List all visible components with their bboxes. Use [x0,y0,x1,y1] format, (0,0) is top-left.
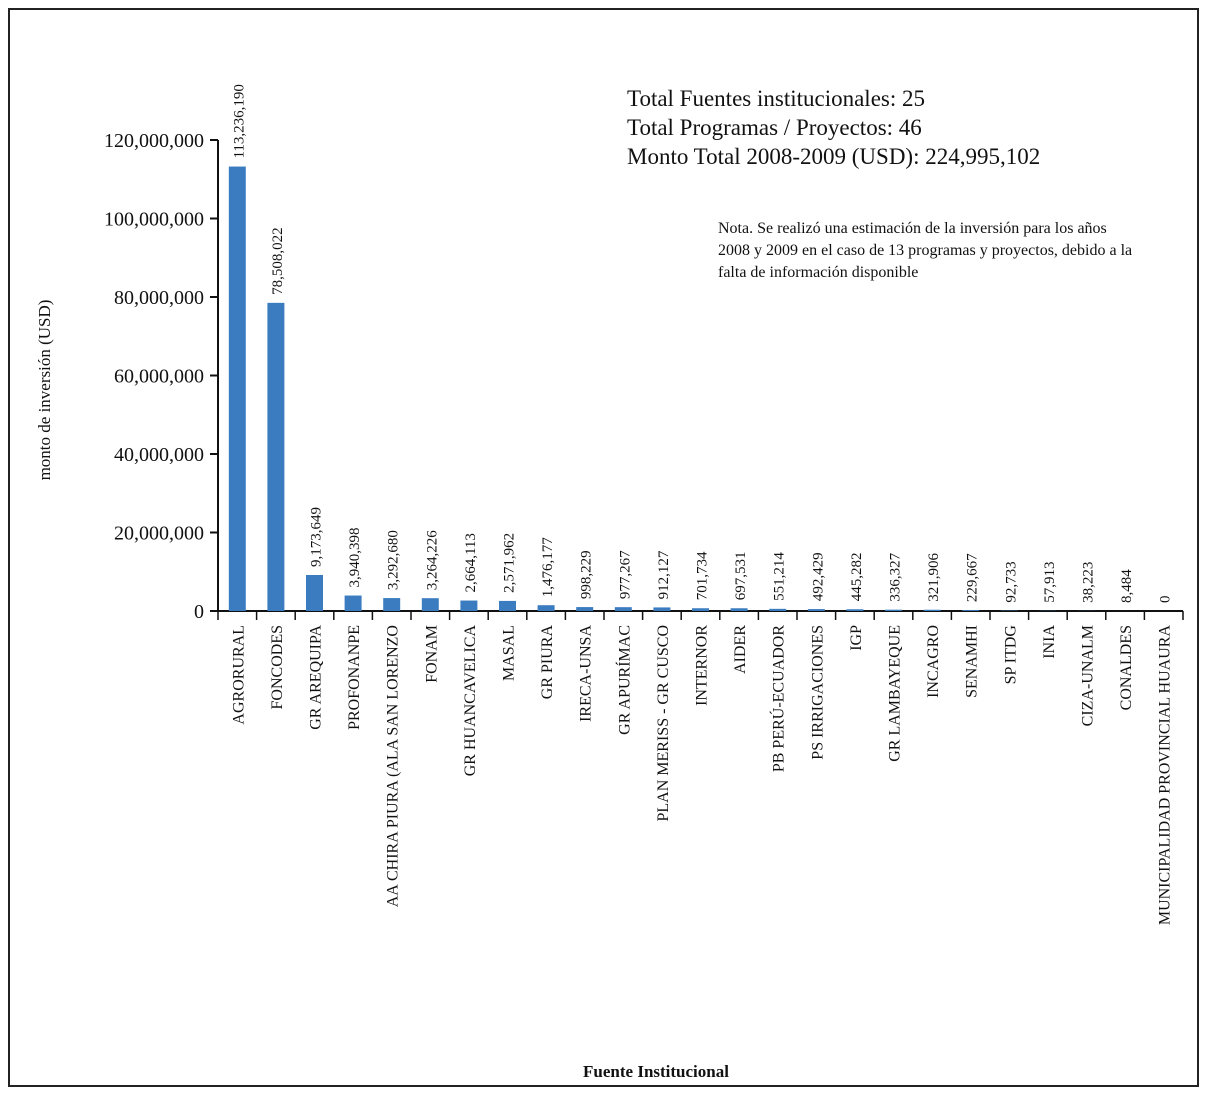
bar [344,595,362,611]
x-tick-label: MASAL [501,625,518,681]
y-tick-label: 120,000,000 [104,130,204,152]
bar [537,605,555,611]
x-tick-label: INTERNOR [694,625,711,706]
bar [846,609,864,611]
x-tick-label: FONCODES [269,625,286,709]
x-tick-label: AGRORURAL [230,625,247,725]
bar [383,598,401,611]
bar [769,608,787,611]
x-tick-label: SENAMHI [964,625,981,698]
data-label: 998,229 [579,550,595,599]
data-label: 38,223 [1081,562,1097,603]
summary-total-programs: Total Programas / Proyectos: 46 [627,115,922,140]
x-tick-label: CONALDES [1118,625,1135,710]
data-label: 3,264,226 [424,530,440,591]
x-axis-label: Fuente Institucional [583,1062,729,1081]
y-tick-label: 20,000,000 [114,523,204,545]
data-label: 113,236,190 [231,84,247,158]
x-tick-label: INIA [1041,625,1058,659]
bar [576,607,594,611]
bar [267,302,285,611]
y-tick-label: 60,000,000 [114,366,204,388]
x-tick-label: IRECA-UNSA [578,625,595,722]
bar [614,607,632,611]
data-label: 9,173,649 [309,507,325,567]
x-tick-label: PROFONANPE [346,625,363,730]
data-label: 57,913 [1042,562,1058,603]
bar [692,608,709,611]
data-label: 912,127 [656,550,672,599]
data-label: 551,214 [772,552,788,601]
bar [306,574,323,611]
bar [499,600,516,611]
data-label: 492,429 [810,552,826,601]
data-label: 321,906 [926,552,942,601]
data-label: 1,476,177 [540,537,556,598]
bar [421,598,439,611]
y-tick-label: 100,000,000 [104,209,204,231]
summary-total-amount: Monto Total 2008-2009 (USD): 224,995,102 [627,144,1041,169]
bar [460,600,478,611]
y-tick-label: 80,000,000 [114,287,204,309]
data-label: 92,733 [1003,561,1019,602]
x-tick-label: PS IRRIGACIONES [809,625,826,760]
data-label: 445,282 [849,553,865,602]
data-label: 336,327 [888,552,904,601]
x-tick-label: GR APURÍMAC [614,625,633,735]
data-label: 229,667 [965,553,981,602]
x-tick-label: GR LAMBAYEQUE [887,625,904,762]
data-label: 3,292,680 [386,530,402,590]
x-tick-label: MUNICIPALIDAD PROVINCIAL HUAURA [1157,625,1174,926]
data-label: 2,571,962 [502,533,518,593]
x-tick-label: INCAGRO [925,625,942,698]
data-label: 697,531 [733,552,749,601]
x-tick-label: FONAM [423,625,440,683]
x-tick-label: PLAN MERISS - GR CUSCO [655,625,672,821]
x-tick-label: GR HUANCAVELICA [462,625,479,777]
data-label: 8,484 [1119,569,1135,603]
bar [807,609,825,611]
y-tick-label: 0 [194,601,204,623]
x-tick-label: GR AREQUIPA [308,625,325,730]
data-label: 701,734 [695,551,711,600]
bar [730,608,748,611]
bar [923,609,941,611]
summary-box: Total Fuentes institucionales: 25 Total … [627,84,1040,171]
data-label: 3,940,398 [347,528,363,588]
data-label: 0 [1158,596,1174,604]
y-tick-label: 40,000,000 [114,444,204,466]
bar [228,166,246,611]
y-axis-label: monto de inversión (USD) [35,299,54,481]
bar [653,607,671,611]
bar [962,610,980,611]
data-label: 78,508,022 [270,227,286,295]
x-tick-label: AA CHIRA PIURA (ALA SAN LORENZO [385,625,402,907]
data-label: 977,267 [617,550,633,599]
x-tick-label: PB PERÚ-ECUADOR [769,625,788,772]
x-tick-label: GR PIURA [539,625,556,700]
summary-total-sources: Total Fuentes institucionales: 25 [627,86,925,111]
x-tick-label: IGP [848,625,865,651]
x-tick-label: AIDER [732,625,749,674]
data-label: 2,664,113 [463,533,479,592]
bar [885,609,902,611]
x-tick-label: SP ITDG [1002,625,1019,685]
x-tick-label: CIZA-UNALM [1080,625,1097,726]
chart-note: Nota. Se realizó una estimación de la in… [718,220,1133,281]
chart-frame [8,8,1199,1087]
